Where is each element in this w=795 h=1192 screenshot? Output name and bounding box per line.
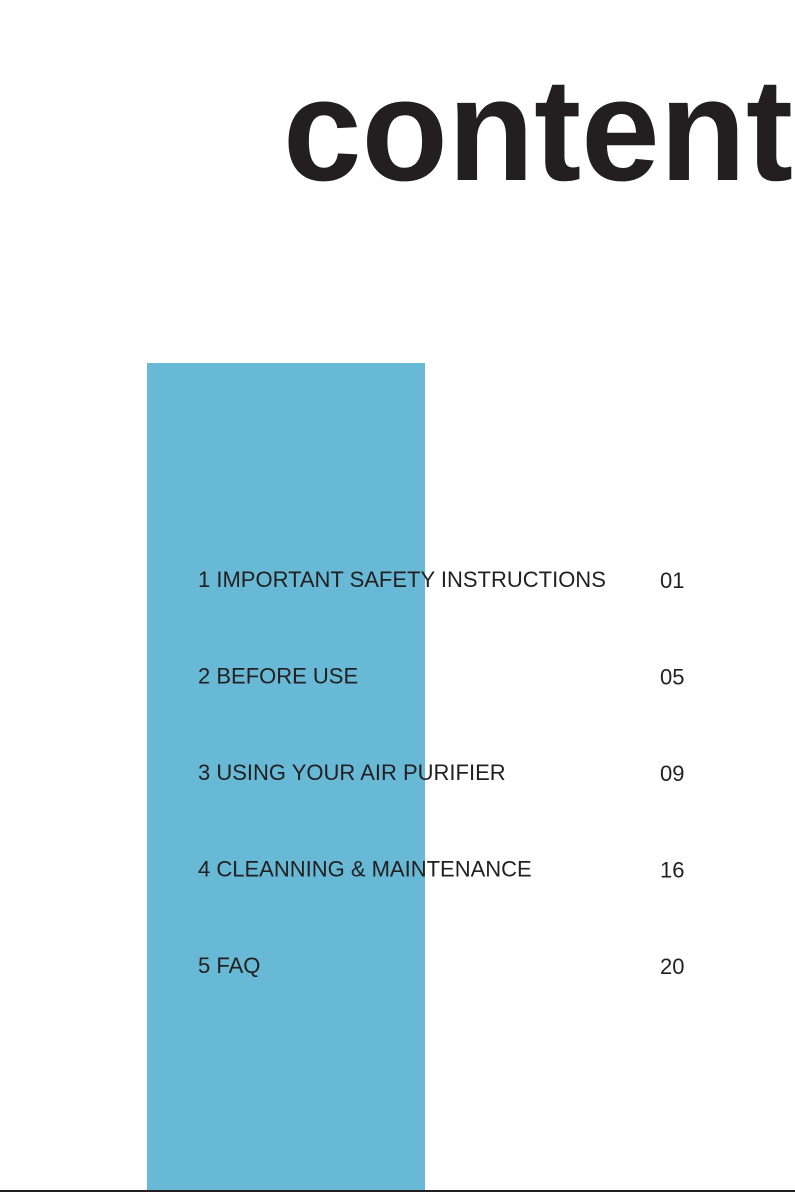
toc-page: 09 [660,761,684,786]
accent-band [147,363,425,1192]
toc-label: 2 BEFORE USE [198,664,358,689]
toc-page: 01 [660,568,684,593]
table-of-contents: 1 IMPORTANT SAFETY INSTRUCTIONS 01 2 BEFOR… [198,567,684,979]
page-title: content [283,48,793,211]
toc-label: 5 FAQ [198,953,260,978]
toc-page: 05 [660,665,684,690]
toc-label: 4 CLEANNING & MAINTENANCE [198,857,532,882]
toc-page: 20 [660,954,684,979]
toc-label: 3 USING YOUR AIR PURIFIER [198,760,506,785]
toc-page: 16 [660,858,684,883]
toc-label: 1 IMPORTANT SAFETY INSTRUCTIONS [198,567,606,592]
